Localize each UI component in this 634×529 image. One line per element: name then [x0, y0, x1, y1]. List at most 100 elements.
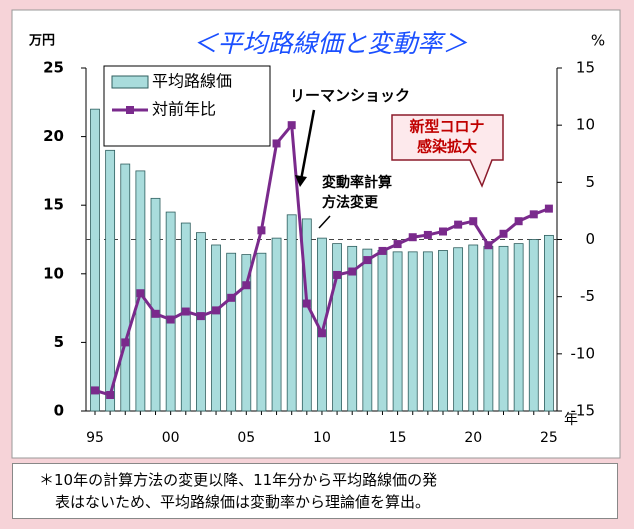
chart: ＜平均路線価と変動率＞ 万円 % 年 0510152025-15-10-5051… — [11, 9, 621, 459]
line-marker — [91, 386, 99, 395]
footnote-line: ＊10年の計算方法の変更以降、11年分から平均路線価の発 — [39, 471, 438, 489]
line-marker — [408, 233, 417, 242]
x-tick-label: 25 — [540, 430, 558, 446]
y-unit: 万円 — [28, 34, 55, 49]
bar — [332, 243, 342, 412]
y-tick-label: 5 — [54, 333, 64, 351]
annotation-callout — [391, 114, 504, 188]
annotation-arrow — [299, 109, 316, 181]
bar — [438, 250, 448, 412]
x-tick-label: 00 — [162, 430, 180, 446]
bar — [468, 244, 479, 412]
y2-unit: % — [591, 32, 605, 50]
bar — [544, 234, 554, 412]
bar — [150, 197, 161, 412]
bar — [196, 232, 206, 412]
line-marker — [181, 307, 190, 316]
bar — [453, 247, 464, 412]
annotation: 感染拡大 — [417, 138, 477, 156]
bar — [301, 218, 312, 412]
bar — [377, 250, 388, 412]
line-marker — [454, 220, 463, 229]
bar — [513, 243, 524, 412]
line-marker — [484, 241, 493, 250]
bar — [165, 211, 176, 412]
annotation: 方法変更 — [322, 194, 379, 211]
y2-tick-label: -5 — [580, 287, 595, 305]
bar — [211, 244, 221, 412]
x-tick-label: 15 — [389, 430, 407, 446]
line-marker — [196, 312, 205, 321]
line-marker — [287, 121, 296, 130]
line-marker — [212, 306, 221, 315]
y2-tick-label: 0 — [585, 230, 595, 248]
bar — [226, 252, 237, 412]
footnote-box: ＊10年の計算方法の変更以降、11年分から平均路線価の発 表はないため、平均路線… — [12, 463, 618, 519]
bar — [528, 239, 539, 412]
y2-tick-label: 15 — [576, 59, 595, 77]
bar — [241, 254, 252, 412]
line-marker — [363, 256, 372, 265]
annotation-arrowhead — [295, 175, 307, 187]
bar — [392, 251, 403, 412]
line-marker — [272, 139, 281, 148]
chart-title: ＜平均路線価と変動率＞ — [192, 29, 467, 58]
legend-label: 平均路線価 — [152, 72, 232, 91]
bar — [271, 237, 282, 412]
bar — [422, 251, 433, 412]
y2-tick-label: 5 — [585, 173, 595, 191]
bar — [347, 245, 358, 412]
y-tick-label: 25 — [43, 59, 64, 77]
bar — [498, 245, 509, 412]
y2-tick-label: -10 — [571, 344, 596, 362]
line-marker — [227, 293, 236, 302]
line-marker — [106, 390, 115, 399]
line-marker — [348, 267, 357, 276]
x-tick-label: 05 — [237, 430, 255, 446]
y-tick-label: 20 — [43, 127, 64, 145]
annotation: 新型コロナ — [409, 118, 484, 136]
line-marker — [166, 315, 175, 324]
line-marker — [544, 204, 553, 213]
y-tick-label: 0 — [54, 402, 64, 420]
line-marker — [151, 309, 160, 318]
bar — [256, 252, 267, 412]
legend-label: 対前年比 — [152, 100, 216, 119]
line-marker — [257, 226, 266, 235]
bar — [286, 214, 297, 412]
chart-panel — [11, 9, 621, 459]
line-marker — [514, 217, 523, 226]
annotation: 変動率計算 — [322, 174, 392, 191]
x-tick-label: 95 — [86, 430, 104, 446]
x-tick-label: 10 — [313, 430, 331, 446]
bar — [90, 108, 100, 412]
bar — [180, 222, 191, 412]
line-marker — [242, 281, 251, 290]
line-marker — [378, 246, 387, 255]
y2-tick-label: 10 — [576, 116, 595, 134]
bar — [483, 245, 494, 412]
bar — [105, 149, 116, 412]
line-marker — [438, 227, 447, 236]
line-marker — [469, 217, 478, 226]
bar — [362, 248, 373, 412]
line-marker — [499, 229, 508, 238]
bar — [120, 163, 131, 412]
line-marker — [529, 210, 538, 219]
line-marker — [333, 270, 342, 279]
annotation: リーマンショック — [290, 87, 410, 105]
line-marker — [121, 338, 130, 347]
x-unit: 年 — [564, 412, 578, 428]
y-tick-label: 15 — [43, 196, 64, 214]
footnote-line: 表はないため、平均路線価は変動率から理論値を算出。 — [55, 493, 431, 511]
line-marker — [302, 299, 311, 308]
bar — [407, 251, 418, 412]
y-tick-label: 10 — [43, 264, 64, 282]
annotation-arrow — [318, 215, 331, 229]
line-marker — [393, 240, 402, 249]
line-marker — [317, 329, 326, 338]
y2-tick-label: -15 — [571, 402, 596, 420]
line-marker — [423, 230, 432, 239]
legend-swatch — [111, 75, 149, 89]
